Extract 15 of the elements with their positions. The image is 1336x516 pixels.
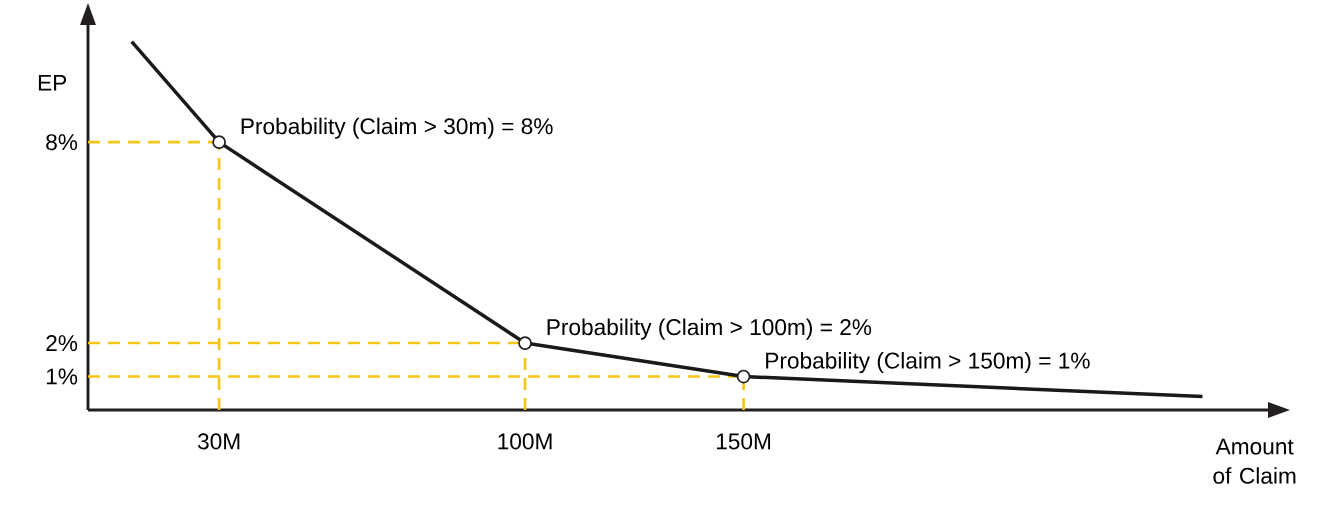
point [518,336,532,350]
point [212,135,226,150]
point [736,369,751,384]
x-tick-label: 100M [498,433,552,450]
y-tick-label: 8% [46,134,78,151]
x-tick-label: 30M [197,433,240,450]
y-tick-label: 1% [46,368,78,385]
annotation: Probability (Claim > 100m) = 2% [547,318,872,340]
y-tick-label: 2% [46,335,78,351]
annotation: Probability (Claim > 30m) = 8% [241,117,553,139]
annotation: Probability (Claim > 150m) = 1% [766,352,1090,374]
x-tick-label: 150M [716,433,771,450]
x-axis-title: Amount of Claim [1213,438,1296,484]
line-series [129,39,1205,399]
y-axis-title: EP [38,74,67,91]
